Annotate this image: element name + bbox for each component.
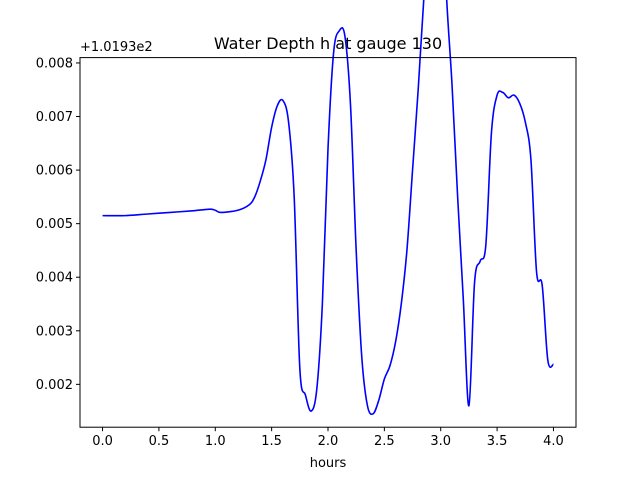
y-tick-label: 0.006 (36, 164, 73, 179)
x-tick-label: 3.5 (487, 434, 508, 449)
y-offset-label: +1.0193e2 (80, 40, 153, 55)
y-tick-label: 0.007 (36, 110, 73, 125)
x-tick-label: 1.0 (205, 434, 226, 449)
x-tick-label: 0.5 (149, 434, 170, 449)
y-tick-label: 0.004 (36, 271, 73, 286)
chart-title: Water Depth h at gauge 130 (214, 34, 442, 53)
plot-frame (79, 57, 577, 428)
x-tick-label: 2.0 (318, 434, 339, 449)
series-line (102, 0, 555, 416)
x-axis-label: hours (310, 456, 347, 471)
y-tick-label: 0.002 (36, 378, 73, 393)
y-tick-label: 0.003 (36, 324, 73, 339)
y-tick-label: 0.005 (36, 217, 73, 232)
x-tick-label: 2.5 (374, 434, 395, 449)
x-tick-label: 3.0 (430, 434, 451, 449)
y-tick-label: 0.008 (36, 56, 73, 71)
x-tick-label: 1.5 (261, 434, 282, 449)
x-tick-label: 0.0 (92, 434, 113, 449)
plot-area: 0.0 0.5 1.0 1.5 2.0 2.5 3.0 3.5 4.0 0.002 0.003 0.0… (36, 0, 564, 449)
x-tick-label: 4.0 (543, 434, 564, 449)
